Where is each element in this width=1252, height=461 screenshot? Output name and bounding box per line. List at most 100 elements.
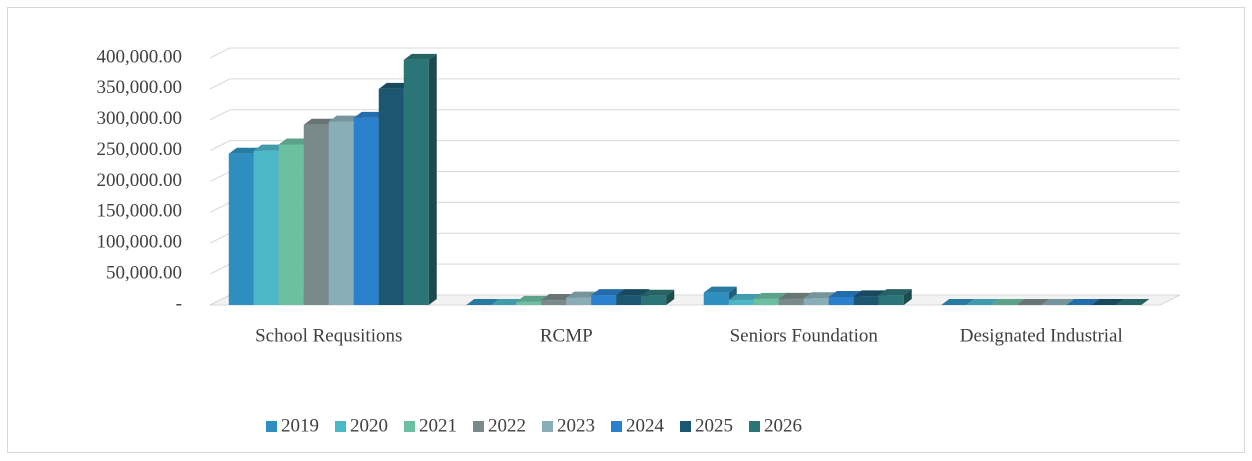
bar-top bbox=[803, 292, 837, 299]
bar bbox=[641, 289, 675, 305]
legend-label: 2019 bbox=[281, 415, 319, 436]
bar bbox=[403, 53, 437, 305]
bar-front bbox=[403, 59, 429, 305]
bar-top bbox=[491, 299, 525, 305]
bar-side bbox=[428, 53, 437, 305]
legend-swatch bbox=[542, 421, 553, 432]
bar-top bbox=[828, 290, 862, 297]
bar-front bbox=[228, 153, 254, 305]
x-tick-label: Designated Industrial bbox=[960, 325, 1123, 346]
bar-front bbox=[753, 298, 779, 305]
bar-top bbox=[403, 53, 437, 60]
bar-side bbox=[903, 289, 912, 305]
bar-front bbox=[828, 296, 854, 305]
bar-top bbox=[966, 299, 1000, 305]
bar-front bbox=[728, 300, 754, 305]
chart-frame bbox=[7, 7, 1245, 453]
bar bbox=[1016, 299, 1050, 305]
bar bbox=[878, 289, 912, 305]
grid-side bbox=[209, 232, 231, 244]
bar-front bbox=[378, 88, 404, 305]
legend-label: 2023 bbox=[557, 415, 595, 436]
bar-top bbox=[878, 289, 912, 296]
bar-top bbox=[516, 295, 550, 302]
bar-top bbox=[1041, 299, 1075, 305]
bar bbox=[991, 299, 1025, 305]
bar-front bbox=[641, 295, 667, 305]
bar-front bbox=[541, 300, 567, 305]
bar-top bbox=[328, 115, 362, 122]
bar bbox=[466, 299, 500, 305]
grid-side bbox=[209, 140, 231, 152]
bar-front bbox=[778, 298, 804, 305]
bar-front bbox=[566, 297, 592, 305]
bar-top bbox=[1116, 299, 1150, 305]
bar-top bbox=[703, 286, 737, 293]
grid-side bbox=[209, 263, 231, 275]
bar-front bbox=[803, 298, 829, 305]
grid-side bbox=[209, 201, 231, 213]
bar bbox=[941, 299, 975, 305]
legend-swatch bbox=[611, 421, 622, 432]
legend-label: 2025 bbox=[695, 415, 733, 436]
bar-top bbox=[303, 118, 337, 125]
bar bbox=[1091, 299, 1125, 305]
bar-front bbox=[253, 150, 279, 305]
grid-side bbox=[209, 171, 231, 182]
bar bbox=[966, 299, 1000, 305]
bar-top bbox=[728, 294, 762, 301]
bar-top bbox=[466, 299, 500, 305]
bar-front bbox=[703, 292, 729, 305]
bar-top bbox=[778, 292, 812, 299]
bar-top bbox=[378, 82, 412, 89]
bar-top bbox=[616, 289, 650, 296]
y-tick-label: 150,000.00 bbox=[97, 201, 183, 222]
bar-side bbox=[666, 289, 675, 305]
bar-top bbox=[541, 294, 575, 301]
legend-label: 2021 bbox=[419, 415, 457, 436]
bar bbox=[1041, 299, 1075, 305]
bar-front bbox=[303, 124, 329, 305]
bar-front bbox=[591, 295, 617, 305]
legend-label: 2026 bbox=[764, 415, 802, 436]
y-tick-label: 250,000.00 bbox=[97, 139, 183, 160]
grid-side bbox=[209, 109, 231, 121]
grid-side bbox=[209, 294, 231, 306]
bar-front bbox=[853, 296, 879, 305]
bar-top bbox=[353, 111, 387, 118]
bar-top bbox=[278, 138, 312, 145]
legend-label: 2020 bbox=[350, 415, 388, 436]
y-tick-label: 50,000.00 bbox=[106, 262, 182, 283]
legend-swatch bbox=[335, 421, 346, 432]
bar-front bbox=[878, 295, 904, 305]
y-tick-label: 200,000.00 bbox=[97, 170, 183, 191]
x-tick-label: RCMP bbox=[540, 325, 593, 346]
legend-swatch bbox=[749, 421, 760, 432]
bar-top bbox=[641, 289, 675, 296]
bar-top bbox=[253, 144, 287, 151]
y-tick-label: 400,000.00 bbox=[97, 46, 183, 67]
bar-top bbox=[591, 289, 625, 296]
grid-side bbox=[209, 47, 231, 59]
legend-swatch bbox=[266, 421, 277, 432]
bar-top bbox=[228, 147, 262, 154]
bar-top bbox=[941, 299, 975, 305]
bar-front bbox=[616, 295, 642, 305]
legend-label: 2022 bbox=[488, 415, 526, 436]
bar-top bbox=[753, 292, 787, 299]
bar-top bbox=[1066, 299, 1100, 305]
bar-top bbox=[566, 291, 600, 298]
bar-front bbox=[516, 301, 542, 305]
legend-label: 2024 bbox=[626, 415, 665, 436]
y-tick-label: 300,000.00 bbox=[97, 108, 183, 129]
bar-top bbox=[991, 299, 1025, 305]
bar bbox=[1116, 299, 1150, 305]
bar bbox=[1066, 299, 1100, 305]
bar-top bbox=[1091, 299, 1125, 305]
x-tick-label: School Requsitions bbox=[255, 325, 402, 346]
bar-front bbox=[353, 117, 379, 306]
bar-front bbox=[328, 121, 354, 305]
legend-swatch bbox=[404, 421, 415, 432]
y-tick-label: - bbox=[176, 293, 182, 314]
